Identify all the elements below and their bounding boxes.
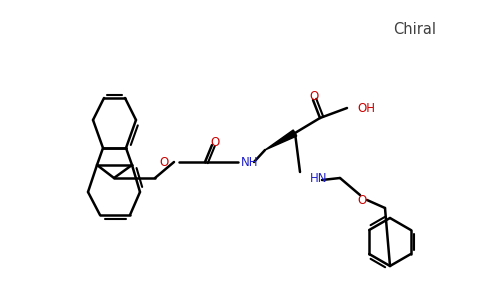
Text: O: O [159, 155, 168, 169]
Text: O: O [357, 194, 366, 206]
Polygon shape [265, 130, 297, 150]
Text: OH: OH [357, 101, 375, 115]
Text: HN: HN [310, 172, 328, 185]
Text: Chiral: Chiral [393, 22, 437, 37]
Text: NH: NH [241, 157, 258, 169]
Text: O: O [309, 89, 318, 103]
Text: O: O [211, 136, 220, 148]
